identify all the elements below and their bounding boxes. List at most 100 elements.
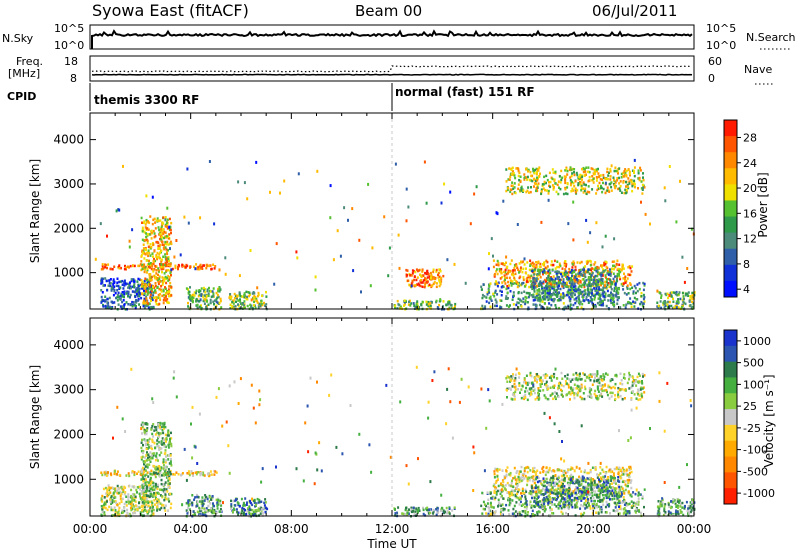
power-echo-cell [586, 283, 589, 286]
velocity-echo-cell [207, 504, 210, 508]
power-echo-cell [517, 187, 520, 191]
velocity-echo-cell [140, 490, 143, 493]
velocity-echo-cell [153, 499, 156, 502]
power-echo-cell [144, 304, 147, 308]
power-echo-cell [639, 302, 642, 306]
power-echo-cell [233, 292, 236, 296]
velocity-echo-cell [214, 470, 217, 473]
power-echo-cell [607, 299, 610, 302]
power-echo-cell [521, 270, 524, 274]
velocity-echo-cell [150, 500, 153, 503]
velocity-echo-cell [151, 440, 154, 444]
power-echo-cell [564, 282, 567, 285]
power-echo-cell [405, 268, 408, 272]
velocity-echo-cell [524, 512, 527, 515]
power-echo-cell [158, 270, 160, 273]
velocity-echo-cell [199, 472, 202, 475]
velocity-echo-cell [237, 513, 240, 516]
power-echo-cell [411, 272, 414, 275]
power-echo-cell [347, 218, 349, 222]
power-echo-cell [147, 254, 150, 258]
power-echo-cell [387, 274, 390, 278]
velocity-echo-cell [163, 443, 166, 447]
power-echo-cell [128, 282, 131, 286]
velocity-echo-cell [481, 491, 484, 495]
velocity-echo-cell [156, 485, 159, 488]
power-echo-cell [255, 299, 258, 303]
velocity-echo-cell [638, 493, 641, 496]
power-echo-cell [564, 175, 567, 179]
power-echo-cell [638, 281, 641, 285]
power-echo-cell [149, 293, 152, 297]
power-echo-cell [569, 166, 572, 169]
power-echo-cell [142, 247, 145, 250]
power-echo-cell [633, 181, 636, 184]
power-echo-cell [639, 166, 642, 170]
power-echo-cell [150, 229, 153, 233]
power-echo-cell [672, 291, 675, 294]
velocity-echo-cell [159, 502, 162, 505]
power-echo-cell [165, 251, 168, 254]
velocity-echo-cell [195, 493, 198, 497]
velocity-echo-cell [109, 472, 112, 475]
power-echo-cell [428, 277, 431, 280]
power-echo-cell [631, 286, 634, 289]
velocity-echo-cell [116, 484, 119, 488]
power-echo-cell [358, 238, 361, 242]
velocity-echo-cell [494, 467, 497, 471]
velocity-echo-cell [143, 502, 146, 505]
power-echo-cell [600, 299, 603, 303]
power-echo-cell [597, 175, 600, 179]
velocity-echo-cell [584, 507, 587, 510]
velocity-echo-cell [206, 497, 209, 501]
power-echo-cell [164, 287, 167, 290]
power-echo-cell [517, 297, 520, 301]
power-echo-cell [255, 297, 258, 301]
power-colorbar-frame [723, 119, 738, 298]
velocity-echo-cell [128, 512, 131, 516]
power-echo-cell [557, 281, 560, 284]
power-echo-cell [548, 181, 550, 184]
velocity-echo-cell [127, 472, 130, 475]
velocity-echo-cell [175, 471, 178, 474]
power-echo-cell [624, 306, 627, 309]
power-echo-cell [163, 236, 165, 240]
power-echo-cell [121, 293, 124, 297]
power-echo-cell [511, 280, 514, 283]
power-echo-cell [519, 180, 522, 184]
power-echo-cell [430, 276, 432, 280]
power-echo-cell [215, 291, 218, 295]
power-echo-cell [587, 294, 590, 297]
power-echo-cell [564, 284, 567, 288]
power-echo-cell [524, 283, 527, 287]
power-echo-cell [158, 287, 161, 291]
power-echo-cell [156, 240, 159, 244]
power-echo-cell [607, 271, 610, 274]
velocity-echo-cell [154, 495, 157, 499]
velocity-echo-cell [204, 494, 207, 497]
velocity-echo-cell [395, 511, 398, 515]
power-echo-cell [428, 305, 431, 309]
power-echo-cell [107, 284, 110, 287]
power-echo-cell [525, 272, 528, 275]
power-echo-cell [572, 200, 575, 204]
velocity-echo-cell [203, 474, 206, 477]
power-echo-cell [542, 282, 545, 285]
power-echo-cell [217, 295, 220, 299]
velocity-echo-cell [501, 512, 504, 516]
power-echo-cell [565, 265, 567, 268]
velocity-echo-cell [162, 463, 165, 467]
power-echo-cell [608, 190, 611, 193]
power-echo-cell [106, 234, 108, 238]
velocity-echo-cell [265, 506, 268, 510]
power-echo-cell [548, 292, 551, 295]
velocity-echo-cell [114, 500, 117, 503]
power-echo-cell [496, 284, 499, 288]
power-echo-cell [141, 221, 143, 224]
power-echo-cell [497, 281, 500, 284]
power-echo-cell [658, 291, 661, 294]
power-echo-cell [164, 277, 167, 281]
velocity-echo-cell [217, 498, 220, 502]
power-echo-cell [115, 284, 118, 287]
